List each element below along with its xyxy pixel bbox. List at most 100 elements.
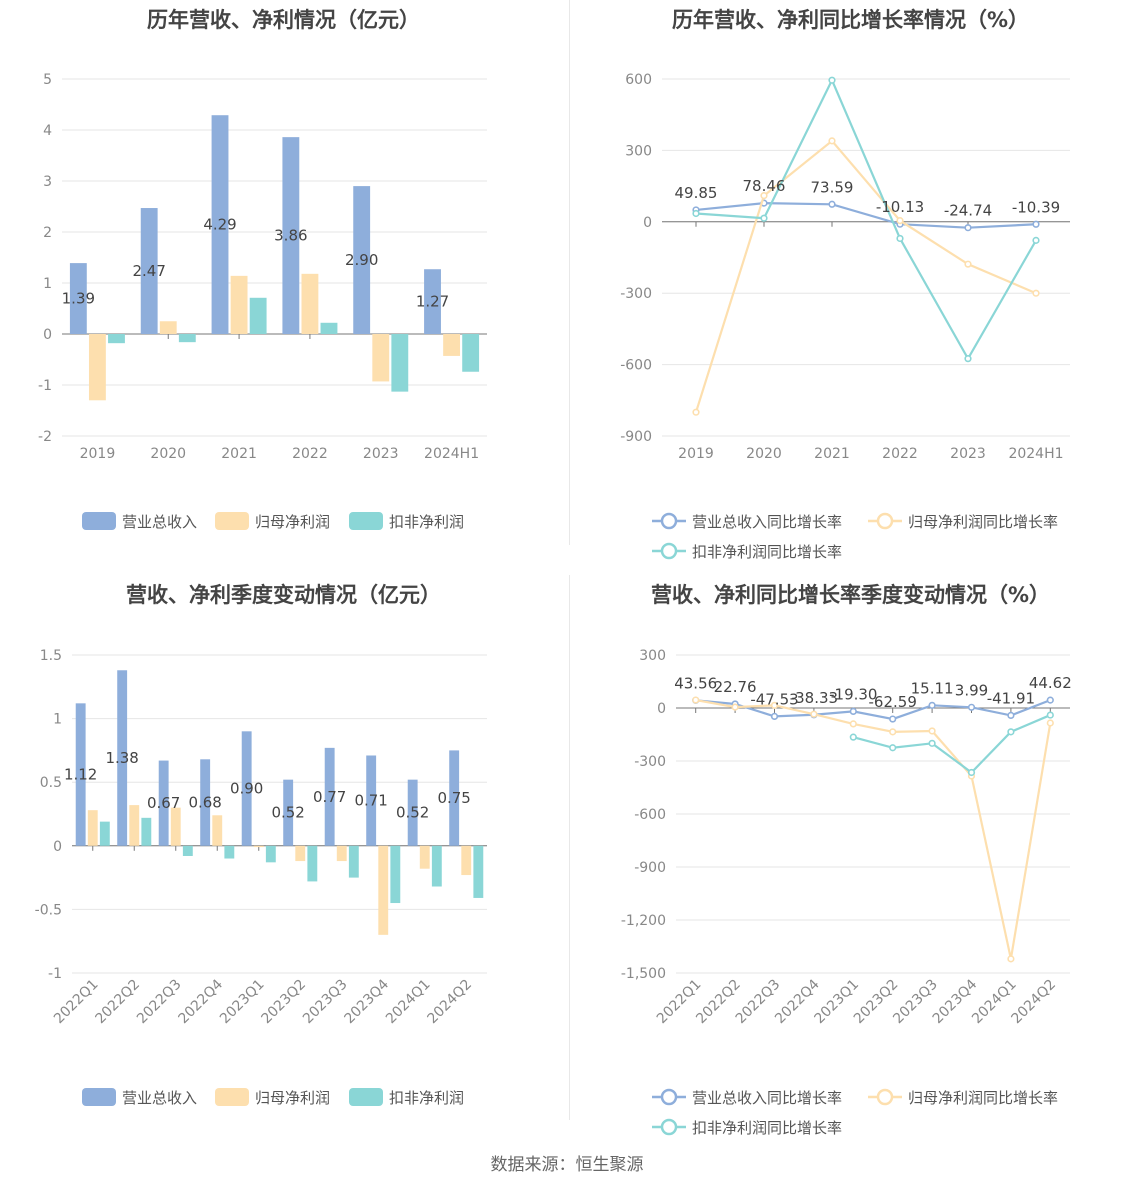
data-point (928, 701, 936, 709)
bar-revenue (407, 779, 418, 846)
annual-growth-chart: -900 -600 -300 0 300 600 2019 2020 2021 2022 2023 2… (620, 72, 1070, 561)
data-point (692, 696, 700, 704)
data-label: -10.39 (1012, 198, 1060, 216)
legend-marker (876, 512, 894, 530)
data-point (889, 715, 897, 723)
data-label: -10.13 (876, 198, 924, 216)
x-tick-label: 2021 (814, 446, 850, 462)
data-label: -38.33 (790, 689, 838, 707)
legend-swatch (215, 1088, 249, 1106)
data-point (770, 712, 779, 720)
bar-net-profit (295, 845, 306, 862)
data-label: 44.62 (1029, 674, 1072, 692)
x-tick-label: 2023Q1 (217, 977, 268, 1028)
y-tick-label: 0.5 (40, 775, 62, 791)
legend-swatch (82, 512, 116, 530)
x-tick-label: 2021 (221, 446, 257, 462)
bar-deducted-profit (182, 845, 193, 856)
y-tick-label: -300 (620, 286, 652, 302)
bar-revenue (158, 760, 169, 846)
y-tick-label: 300 (625, 143, 652, 159)
series-line-2 (853, 714, 1051, 774)
bar-deducted-profit (462, 334, 480, 372)
x-tick-label: 2022Q2 (92, 977, 143, 1028)
data-point (1046, 711, 1054, 719)
data-point (889, 744, 897, 752)
y-tick-label: 3 (43, 174, 52, 190)
legend-label: 营业总收入 (122, 1089, 197, 1107)
data-label: 0.75 (437, 789, 470, 807)
legend-label: 营业总收入同比增长率 (692, 513, 842, 531)
legend-marker (660, 1088, 678, 1106)
bar-deducted-profit (141, 817, 152, 846)
x-tick-label: 2024H1 (1008, 446, 1063, 462)
y-tick-label: -2 (38, 429, 52, 445)
bar-net-profit (336, 845, 347, 862)
data-point (849, 707, 857, 716)
data-point (849, 733, 857, 741)
data-point (896, 234, 904, 243)
y-tick-label: -900 (620, 429, 652, 445)
data-point (928, 739, 936, 747)
bar-deducted-profit (224, 845, 235, 859)
data-point (770, 701, 779, 709)
bar-revenue (449, 750, 460, 846)
y-tick-label: 1 (53, 712, 62, 728)
bar-deducted-profit (348, 845, 359, 878)
y-tick-label: -600 (634, 807, 666, 823)
bar-net-profit (301, 273, 319, 334)
bar-net-profit (170, 807, 181, 846)
data-label: 0.52 (271, 804, 304, 822)
data-label: 0.52 (396, 804, 429, 822)
annual-growth-panel: 历年营收、净利同比增长率情况（%） -900 -600 -300 0 300 600 201… (567, 0, 1134, 575)
legend-label: 归母净利润同比增长率 (908, 513, 1058, 531)
data-point (928, 727, 936, 735)
quarterly-growth-chart: -1,500-1,200-900-600-30003002022Q12022Q2… (621, 648, 1072, 1137)
data-point (896, 217, 904, 225)
bar-net-profit (461, 845, 472, 876)
bar-revenue (283, 779, 294, 846)
bar-net-profit (230, 275, 248, 334)
data-label: 4.29 (203, 216, 236, 234)
quarterly-revenue-profit-chart: -1-0.500.511.52022Q12022Q22022Q32022Q420… (35, 648, 487, 1107)
legend-label: 扣非净利润同比增长率 (692, 543, 842, 561)
data-source-note: 数据来源：恒生聚源 (490, 1155, 644, 1175)
legend-swatch (215, 512, 249, 530)
legend-swatch (82, 1088, 116, 1106)
legend-label: 归母净利润同比增长率 (908, 1089, 1058, 1107)
bar-revenue (282, 137, 300, 334)
data-point (1046, 719, 1054, 727)
chart-title: 营收、净利季度变动情况（亿元） (126, 583, 441, 607)
bar-net-profit (212, 815, 223, 846)
y-tick-label: 1 (43, 276, 52, 292)
series-line-2 (695, 77, 1037, 361)
x-tick-label: 2022 (882, 446, 918, 462)
bar-deducted-profit (473, 845, 484, 898)
legend-label: 营业总收入同比增长率 (692, 1089, 842, 1107)
vertical-divider (569, 575, 570, 1120)
x-tick-label: 2022 (292, 446, 328, 462)
bar-net-profit (419, 845, 430, 869)
series-line-1 (695, 698, 1052, 960)
data-label: 3.86 (274, 227, 307, 245)
data-point (849, 720, 857, 728)
x-tick-label: 2024Q2 (1009, 977, 1060, 1028)
data-point (1032, 220, 1040, 228)
x-tick-label: 2024Q1 (383, 977, 434, 1028)
x-tick-label: 2020 (150, 446, 186, 462)
bar-net-profit (87, 810, 98, 846)
bar-revenue (200, 759, 211, 846)
x-tick-label: 2023Q2 (258, 977, 309, 1028)
legend-marker (876, 1088, 894, 1106)
data-label: 0.90 (230, 780, 263, 798)
bar-revenue (353, 186, 371, 334)
bar-net-profit (88, 334, 106, 401)
y-tick-label: -1 (38, 378, 52, 394)
data-point (828, 137, 836, 145)
data-point (731, 703, 739, 711)
data-label: 73.59 (811, 178, 854, 196)
bar-revenue (69, 263, 87, 334)
bar-deducted-profit (249, 297, 267, 334)
legend-marker (660, 542, 678, 560)
y-tick-label: 0 (643, 215, 652, 231)
